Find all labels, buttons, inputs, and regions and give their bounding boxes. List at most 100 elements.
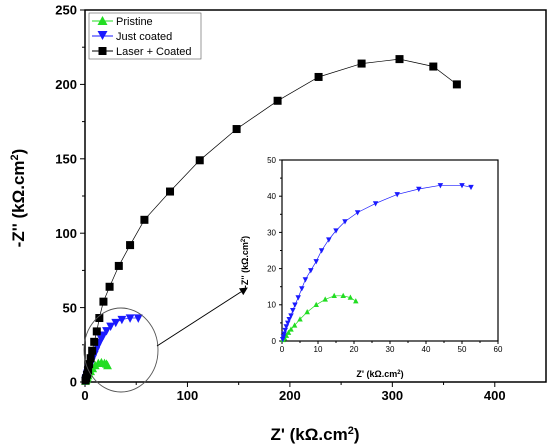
- data-point-laser-coated: [195, 156, 204, 165]
- legend: Pristine Just coated Laser + Coated: [88, 12, 202, 60]
- data-point-just-coated: [437, 183, 444, 189]
- data-point-laser-coated: [140, 215, 149, 224]
- y-tick-label: 0: [272, 337, 277, 346]
- y-tick-label: 50: [63, 300, 77, 315]
- data-point-just-coated: [416, 186, 422, 192]
- data-point-just-coated: [342, 219, 348, 225]
- data-point-laser-coated: [232, 125, 241, 134]
- main-x-axis-label: Z' (kΩ.cm2): [271, 425, 360, 444]
- x-tick-label: 0: [280, 345, 285, 354]
- data-point-laser-coated: [92, 327, 101, 336]
- data-point-just-coated: [102, 327, 111, 336]
- x-tick-label: 30: [386, 345, 395, 354]
- data-point-just-coated: [117, 315, 127, 325]
- data-point-laser-coated: [85, 360, 94, 369]
- data-point-laser-coated: [114, 261, 123, 270]
- data-point-pristine: [103, 360, 112, 370]
- data-point-laser-coated: [429, 62, 438, 71]
- y-tick-label: 250: [55, 3, 77, 18]
- x-tick-label: 300: [381, 388, 403, 403]
- data-point-laser-coated: [166, 187, 175, 196]
- legend-label-pristine: Pristine: [116, 16, 153, 28]
- y-tick-label: 20: [267, 264, 276, 273]
- data-point-pristine: [347, 294, 354, 300]
- y-tick-label: 100: [55, 226, 77, 241]
- data-point-laser-coated: [452, 80, 461, 89]
- data-point-just-coated: [281, 331, 287, 337]
- data-point-laser-coated: [126, 241, 135, 250]
- data-point-pristine: [288, 326, 294, 332]
- inset-x-axis-label: Z' (kΩ.cm2): [356, 369, 403, 379]
- data-point-just-coated: [299, 286, 305, 292]
- legend-marker-laser-coated: [98, 47, 107, 55]
- data-point-pristine: [291, 322, 298, 328]
- x-tick-label: 60: [494, 345, 503, 354]
- data-point-laser-coated: [314, 72, 323, 81]
- data-point-just-coated: [280, 334, 287, 340]
- data-point-laser-coated: [273, 96, 282, 105]
- x-tick-label: 0: [81, 388, 88, 403]
- data-point-laser-coated: [99, 297, 108, 306]
- data-point-pristine: [353, 298, 359, 304]
- x-tick-label: 200: [279, 388, 301, 403]
- x-tick-label: 20: [350, 345, 359, 354]
- data-point-laser-coated: [95, 314, 104, 323]
- data-point-pristine: [304, 309, 310, 315]
- inset-plot-frame: [281, 159, 499, 342]
- main-y-axis-label: -Z'' (kΩ.cm2): [9, 149, 28, 248]
- data-point-just-coated: [318, 248, 325, 254]
- inset-y-axis-label: -Z'' (kΩ.cm2): [240, 236, 250, 288]
- y-tick-label: 200: [55, 77, 77, 92]
- y-tick-label: 50: [267, 156, 276, 165]
- data-point-pristine: [322, 296, 328, 302]
- inset-series-group: [279, 183, 474, 343]
- x-tick-label: 400: [484, 388, 506, 403]
- data-point-laser-coated: [395, 55, 404, 64]
- x-tick-label: 100: [177, 388, 199, 403]
- data-point-laser-coated: [357, 59, 366, 68]
- data-point-just-coated: [326, 237, 332, 243]
- data-point-just-coated: [282, 327, 288, 334]
- data-point-just-coated: [333, 228, 339, 234]
- y-tick-label: 30: [267, 228, 276, 237]
- data-point-laser-coated: [88, 346, 97, 355]
- legend-marker-pristine: [97, 16, 108, 25]
- data-point-pristine: [331, 292, 337, 298]
- legend-label-just-coated: Just coated: [116, 31, 172, 43]
- data-point-just-coated: [313, 259, 319, 265]
- data-point-pristine: [313, 301, 319, 308]
- zoom-arrow: [156, 287, 248, 347]
- legend-marker-just-coated: [97, 31, 108, 40]
- data-point-laser-coated: [105, 282, 114, 291]
- data-point-pristine: [285, 329, 292, 335]
- data-point-just-coated: [106, 322, 116, 331]
- data-point-just-coated: [354, 210, 361, 216]
- data-point-just-coated: [459, 183, 465, 189]
- data-point-laser-coated: [83, 370, 92, 379]
- data-point-just-coated: [308, 268, 314, 274]
- data-point-just-coated: [125, 314, 135, 323]
- y-tick-label: 150: [55, 151, 77, 166]
- inset-axis-ticks: 0 10 20 30 40 50 60 0 10 20 30 40 50: [267, 156, 503, 354]
- data-point-laser-coated: [86, 354, 95, 363]
- y-tick-label: 0: [70, 375, 77, 390]
- data-point-just-coated: [286, 317, 292, 323]
- main-series-group: [81, 55, 461, 386]
- data-point-just-coated: [290, 307, 296, 314]
- y-tick-label: 10: [267, 301, 276, 310]
- data-point-just-coated: [133, 314, 143, 323]
- x-tick-label: 10: [314, 345, 323, 354]
- data-point-just-coated: [302, 277, 309, 283]
- x-tick-label: 40: [422, 345, 431, 354]
- x-tick-label: 50: [458, 345, 467, 354]
- data-point-just-coated: [468, 184, 474, 191]
- data-point-just-coated: [288, 313, 294, 319]
- y-tick-label: 40: [267, 192, 276, 201]
- data-point-just-coated: [295, 295, 301, 301]
- legend-label-laser-coated: Laser + Coated: [116, 46, 192, 58]
- data-point-just-coated: [111, 318, 121, 328]
- data-point-just-coated: [292, 302, 298, 308]
- data-point-laser-coated: [90, 337, 99, 346]
